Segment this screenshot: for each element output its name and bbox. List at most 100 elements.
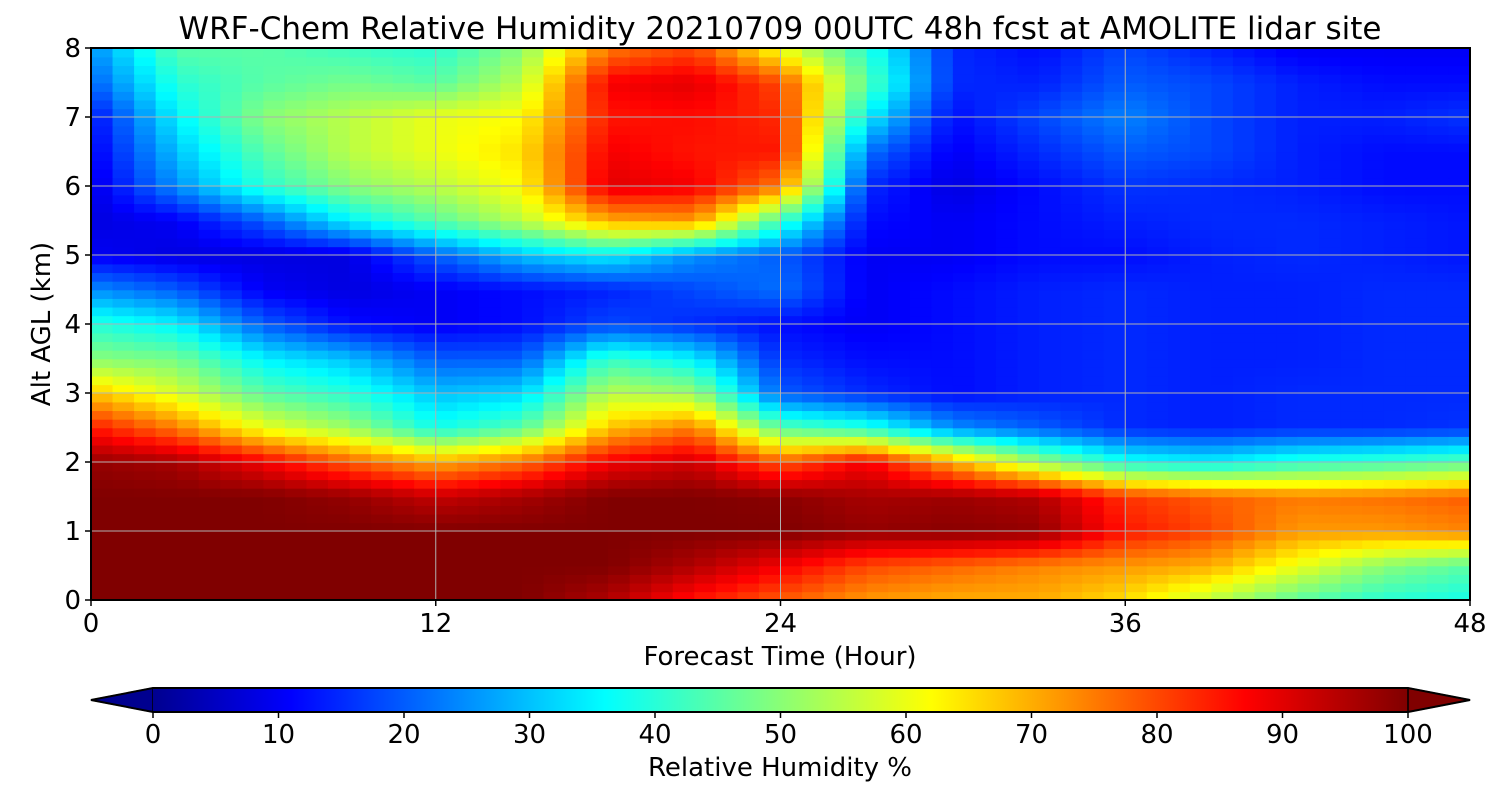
heatmap-subcell — [457, 263, 480, 274]
heatmap-subcell — [758, 384, 782, 394]
heatmap-subcell — [1039, 56, 1062, 67]
heatmap-subcell — [1405, 410, 1428, 420]
heatmap-subcell — [1383, 341, 1407, 351]
heatmap-subcell — [500, 56, 523, 67]
heatmap-subcell — [220, 341, 243, 351]
heatmap-subcell — [1276, 125, 1299, 136]
heatmap-subcell — [1082, 82, 1105, 92]
heatmap-subcell — [198, 548, 222, 558]
heatmap-subcell — [1082, 539, 1105, 550]
heatmap-subcell — [1405, 229, 1428, 239]
heatmap-cell — [91, 186, 178, 222]
heatmap-subcell — [414, 246, 437, 256]
heatmap-subcell — [1017, 125, 1040, 136]
heatmap-subcell — [1168, 108, 1191, 118]
heatmap-subcell — [1103, 298, 1127, 308]
heatmap-subcell — [1319, 427, 1342, 437]
heatmap-subcell — [1211, 125, 1234, 136]
heatmap-subcell — [134, 289, 157, 299]
heatmap-subcell — [1405, 306, 1428, 317]
heatmap-subcell — [845, 505, 868, 515]
heatmap-subcell — [608, 436, 631, 446]
heatmap-subcell — [672, 48, 696, 58]
heatmap-subcell — [1276, 117, 1299, 127]
heatmap-subcell — [1405, 358, 1428, 368]
heatmap-subcell — [1426, 375, 1450, 386]
heatmap-subcell — [284, 237, 308, 248]
heatmap-subcell — [220, 556, 243, 567]
heatmap-subcell — [349, 289, 372, 299]
heatmap-subcell — [478, 487, 502, 498]
heatmap-subcell — [931, 125, 954, 136]
heatmap-subcell — [1426, 539, 1450, 550]
heatmap-subcell — [845, 56, 868, 67]
heatmap-subcell — [349, 358, 372, 368]
heatmap-subcell — [306, 574, 329, 584]
heatmap-subcell — [995, 401, 1019, 412]
heatmap-subcell — [306, 427, 329, 437]
heatmap-subcell — [715, 142, 739, 153]
heatmap-cell — [521, 117, 609, 153]
heatmap-cell — [1297, 186, 1385, 222]
heatmap-subcell — [586, 565, 609, 575]
heatmap-cell — [866, 565, 954, 600]
heatmap-subcell — [543, 358, 566, 368]
heatmap-subcell — [1383, 574, 1407, 584]
heatmap-subcell — [478, 99, 502, 110]
heatmap-subcell — [845, 496, 868, 506]
heatmap-subcell — [888, 479, 911, 489]
heatmap-subcell — [328, 418, 351, 429]
heatmap-subcell — [543, 453, 566, 463]
heatmap-subcell — [1103, 375, 1127, 386]
heatmap-subcell — [521, 280, 545, 291]
heatmap-subcell — [263, 470, 286, 481]
heatmap-subcell — [1319, 418, 1342, 429]
heatmap-subcell — [1362, 496, 1385, 506]
heatmap-subcell — [672, 462, 696, 472]
heatmap-subcell — [866, 444, 890, 455]
heatmap-subcell — [521, 556, 545, 567]
heatmap-cell — [608, 496, 696, 532]
heatmap-subcell — [263, 513, 286, 524]
heatmap-subcell — [371, 418, 394, 429]
heatmap-subcell — [1383, 393, 1407, 403]
heatmap-subcell — [1254, 272, 1277, 282]
heatmap-subcell — [1426, 177, 1450, 187]
heatmap-subcell — [737, 582, 760, 593]
heatmap-subcell — [1168, 186, 1191, 196]
heatmap-subcell — [198, 375, 222, 386]
heatmap-subcell — [823, 108, 846, 118]
heatmap-subcell — [758, 496, 782, 506]
heatmap-subcell — [737, 401, 760, 412]
heatmap-subcell — [1362, 91, 1385, 101]
heatmap-subcell — [198, 427, 222, 437]
heatmap-subcell — [974, 315, 997, 325]
heatmap-subcell — [758, 531, 782, 541]
heatmap-subcell — [1340, 462, 1364, 472]
heatmap-subcell — [931, 384, 954, 394]
heatmap-subcell — [478, 151, 502, 161]
heatmap-subcell — [802, 444, 825, 455]
heatmap-subcell — [672, 436, 696, 446]
heatmap-subcell — [1426, 160, 1450, 170]
heatmap-subcell — [1426, 522, 1450, 532]
heatmap-subcell — [1254, 582, 1277, 593]
heatmap-subcell — [263, 229, 286, 239]
heatmap-subcell — [435, 487, 459, 498]
heatmap-subcell — [392, 289, 416, 299]
heatmap-subcell — [328, 99, 351, 110]
heatmap-subcell — [1189, 470, 1213, 481]
heatmap-subcell — [177, 298, 200, 308]
heatmap-subcell — [1168, 479, 1191, 489]
heatmap-subcell — [758, 177, 782, 187]
heatmap-subcell — [134, 117, 157, 127]
heatmap-subcell — [1125, 349, 1148, 360]
heatmap-subcell — [500, 487, 523, 498]
heatmap-subcell — [715, 229, 739, 239]
heatmap-subcell — [1340, 272, 1364, 282]
heatmap-subcell — [392, 203, 416, 213]
heatmap-subcell — [1082, 349, 1105, 360]
heatmap-subcell — [1146, 375, 1170, 386]
heatmap-subcell — [995, 556, 1019, 567]
heatmap-subcell — [737, 436, 760, 446]
